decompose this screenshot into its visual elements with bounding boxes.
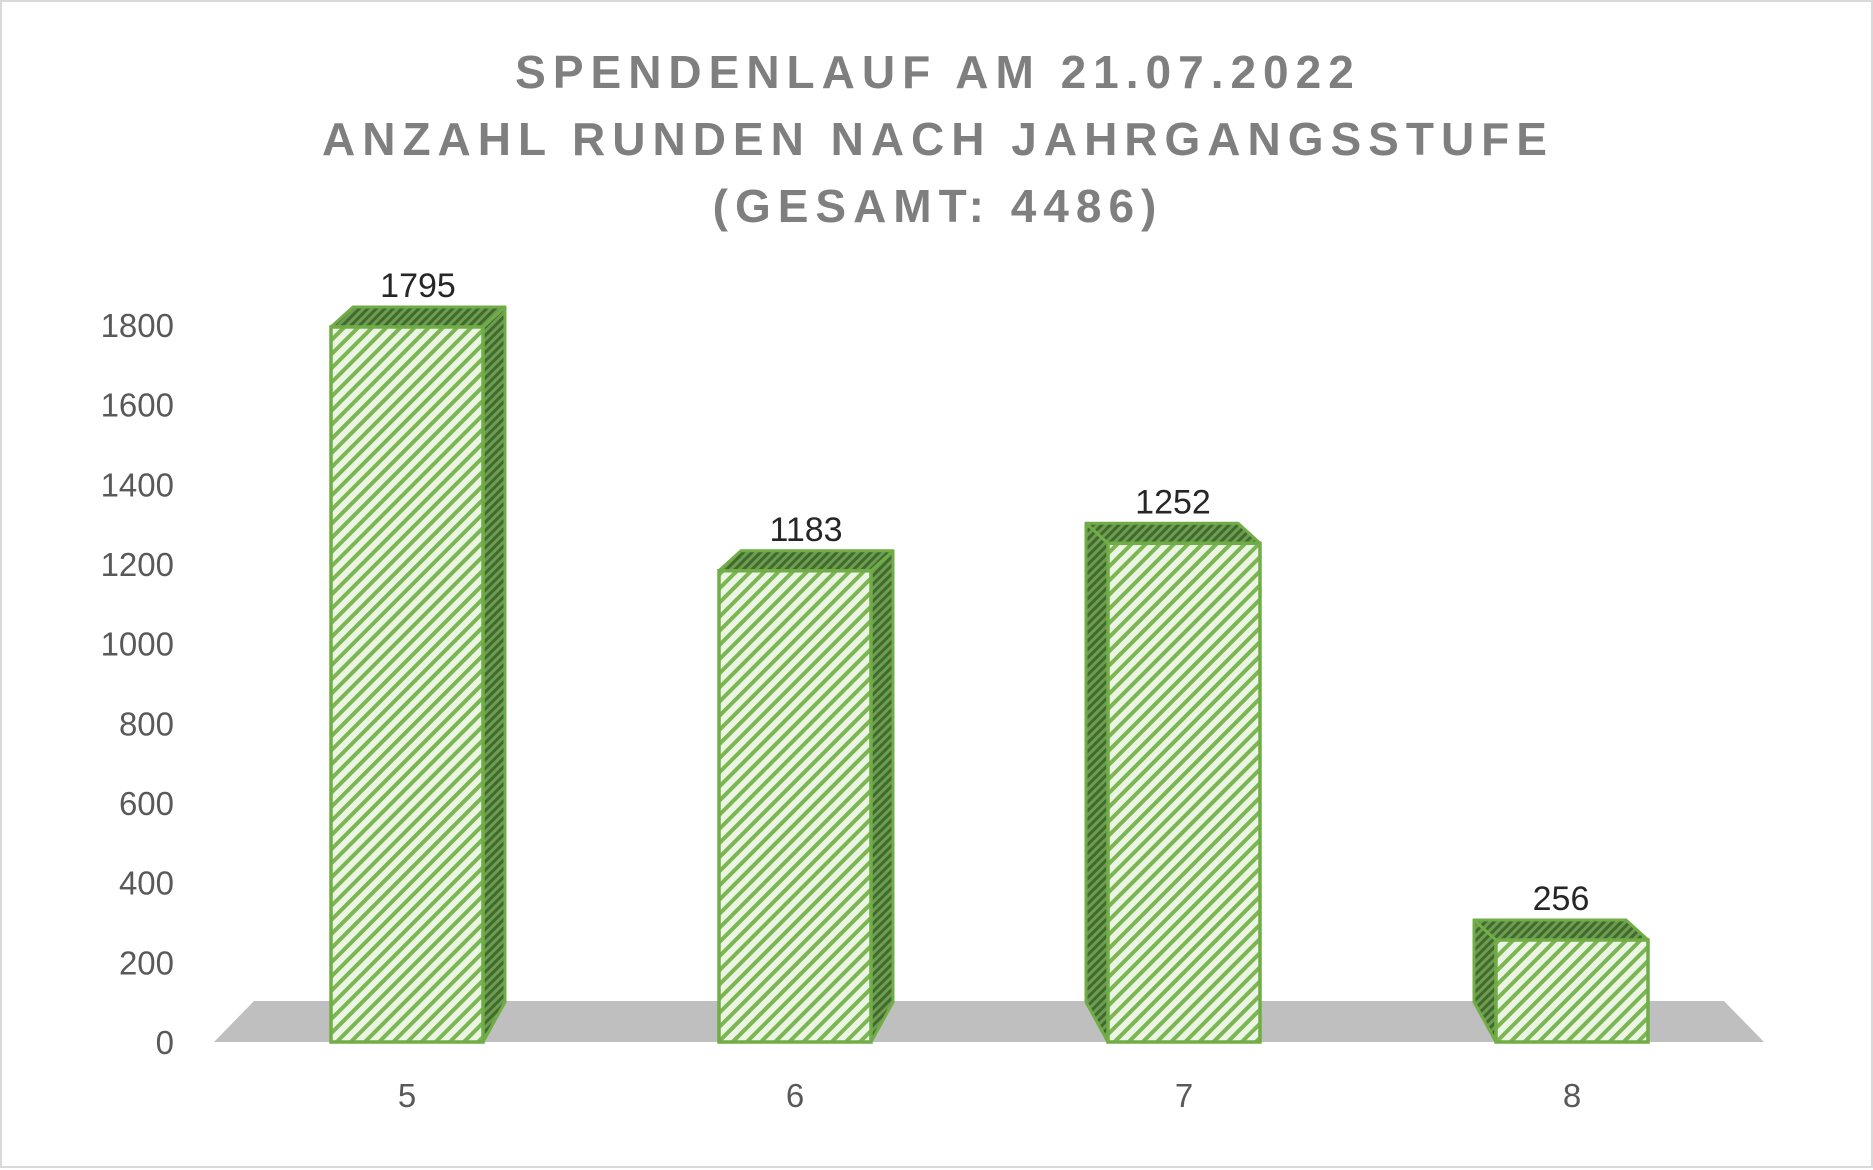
bar-top-face (1084, 521, 1262, 545)
bar-series (329, 305, 1650, 1044)
bar-front-face (717, 569, 873, 1044)
y-tick-label: 1200 (101, 546, 174, 583)
bar-side-face (481, 305, 507, 1044)
x-tick-label: 7 (1175, 1077, 1193, 1114)
data-label: 256 (1533, 880, 1590, 918)
data-label: 1795 (380, 267, 456, 305)
chart-title-line-2: ANZAHL RUNDEN NACH JAHRGANGSSTUFE (322, 113, 1554, 165)
bar-front-face (1494, 938, 1650, 1044)
bar-front-face (329, 325, 485, 1044)
x-axis: 5 6 7 8 (398, 1077, 1581, 1114)
y-tick-label: 600 (119, 785, 174, 822)
chart-title-line-1: SPENDENLAUF AM 21.07.2022 (515, 46, 1361, 98)
x-tick-label: 6 (786, 1077, 804, 1114)
bar-front-face (1106, 541, 1262, 1044)
data-label: 1183 (769, 511, 842, 549)
chart-title: SPENDENLAUF AM 21.07.2022 ANZAHL RUNDEN … (322, 46, 1554, 232)
x-tick-label: 5 (398, 1077, 416, 1114)
bar-top-face (717, 549, 895, 573)
bar-5 (329, 305, 507, 1044)
chart-floor (214, 1001, 1764, 1042)
y-axis: 0 200 400 600 800 1000 1200 1400 1600 1800 (101, 307, 174, 1061)
data-label: 1252 (1135, 483, 1211, 521)
y-tick-label: 1600 (101, 387, 174, 424)
chart-title-line-3: (GESAMT: 4486) (713, 180, 1164, 232)
y-tick-label: 1800 (101, 307, 174, 344)
y-tick-label: 1000 (101, 626, 174, 663)
data-labels: 1795 1183 1252 256 (380, 267, 1589, 918)
y-tick-label: 0 (156, 1024, 174, 1061)
bar-side-face (869, 549, 895, 1044)
y-tick-label: 800 (119, 705, 174, 742)
y-tick-label: 200 (119, 944, 174, 981)
bar-7 (1084, 521, 1262, 1044)
x-tick-label: 8 (1563, 1077, 1581, 1114)
bar-8 (1472, 918, 1650, 1044)
bar-top-face (329, 305, 507, 329)
bar-6 (717, 549, 895, 1044)
bar-top-face (1472, 918, 1650, 942)
bar-side-face (1084, 521, 1110, 1044)
y-tick-label: 400 (119, 865, 174, 902)
y-tick-label: 1400 (101, 466, 174, 503)
